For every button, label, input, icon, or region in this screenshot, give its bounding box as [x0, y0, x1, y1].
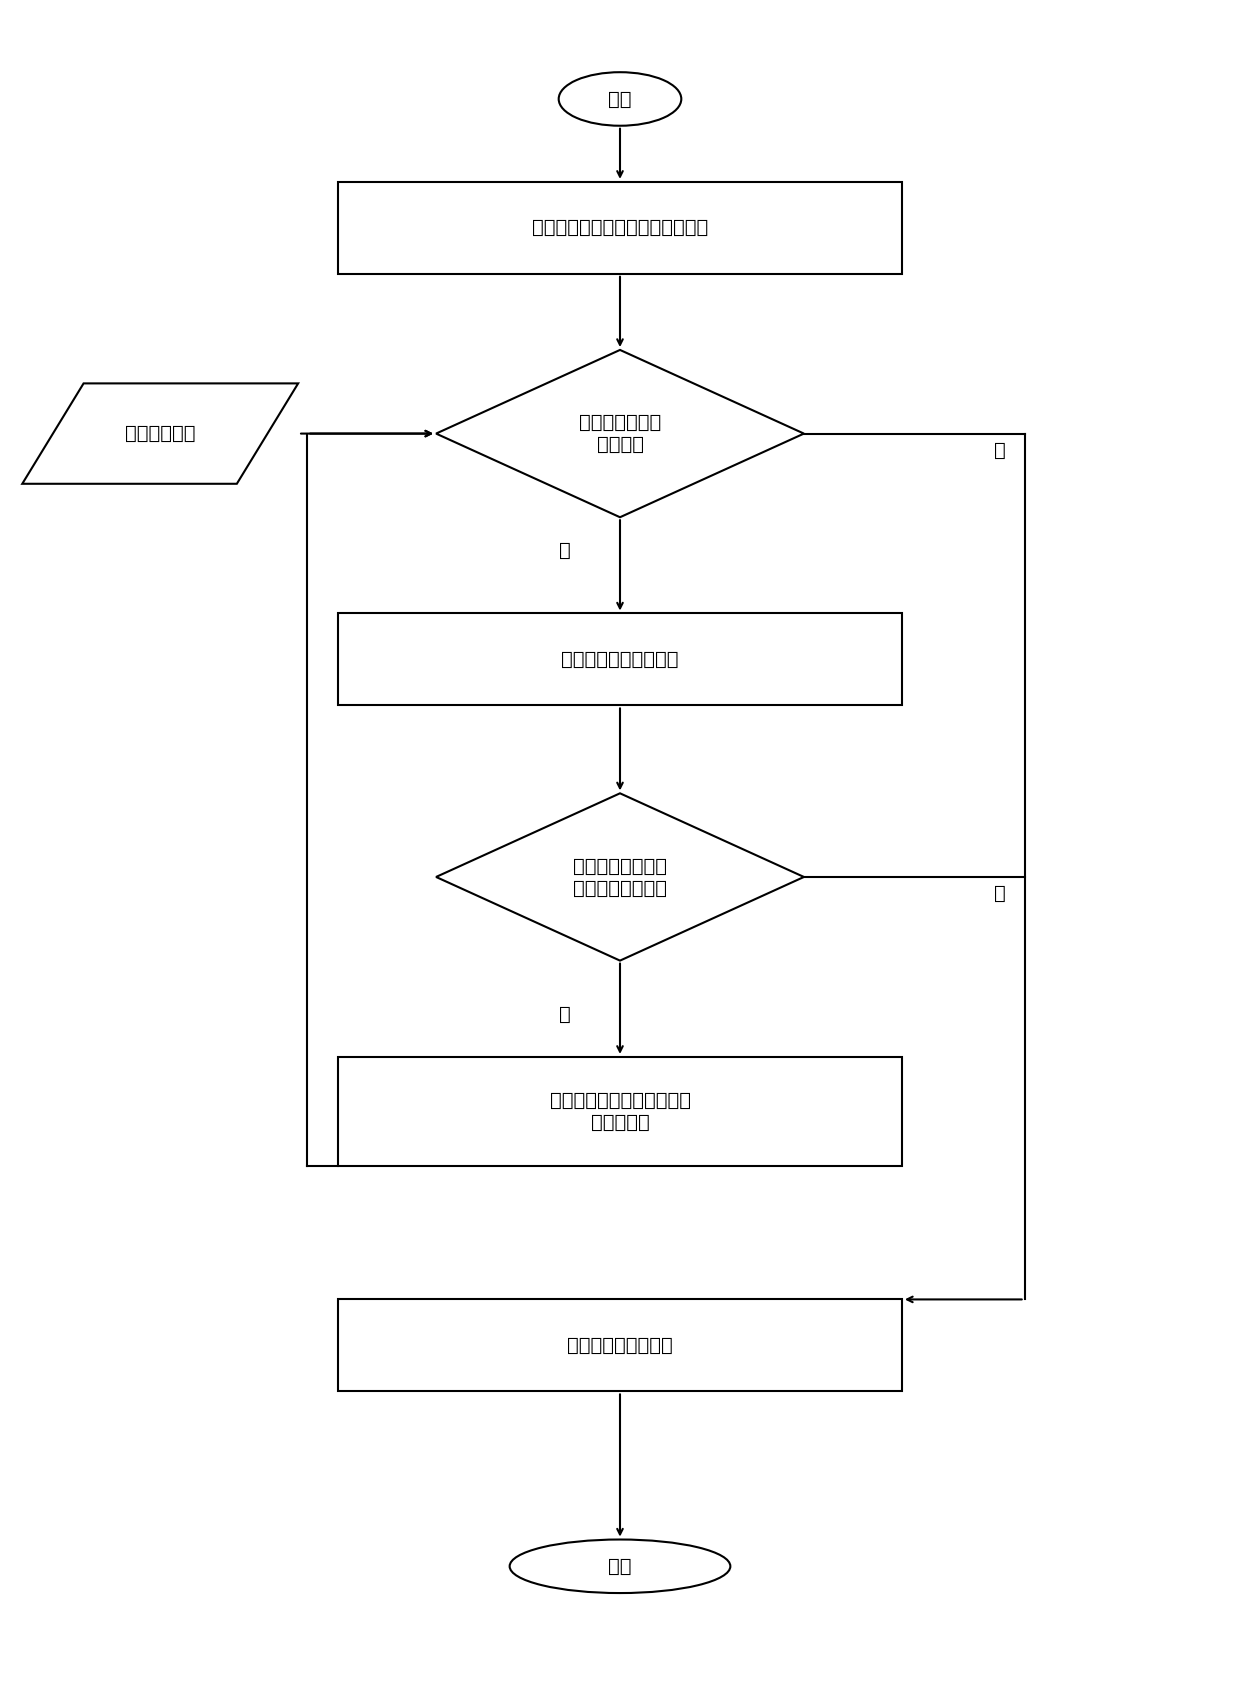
Text: 结束: 结束 — [609, 1557, 631, 1576]
Text: 否: 否 — [994, 884, 1006, 903]
Text: 达到航班信息: 达到航班信息 — [125, 423, 196, 444]
Text: 该航班的最小过站
时间小于一个阈值: 该航班的最小过站 时间小于一个阈值 — [573, 857, 667, 897]
Text: 开始: 开始 — [609, 89, 631, 108]
Text: 否: 否 — [994, 440, 1006, 461]
Text: 分配优先级，并加入相应的
优先级队列: 分配优先级，并加入相应的 优先级队列 — [549, 1091, 691, 1132]
Text: 是: 是 — [559, 542, 570, 560]
Text: 是: 是 — [559, 1005, 570, 1024]
Text: 一个进港航班信息接入: 一个进港航班信息接入 — [562, 649, 678, 670]
Text: 初始化：航班优先级多级队列为空: 初始化：航班优先级多级队列为空 — [532, 218, 708, 238]
Text: 该航班拟分配远机位: 该航班拟分配远机位 — [567, 1336, 673, 1355]
Text: 是否有进港航班
信息到达: 是否有进港航班 信息到达 — [579, 413, 661, 454]
